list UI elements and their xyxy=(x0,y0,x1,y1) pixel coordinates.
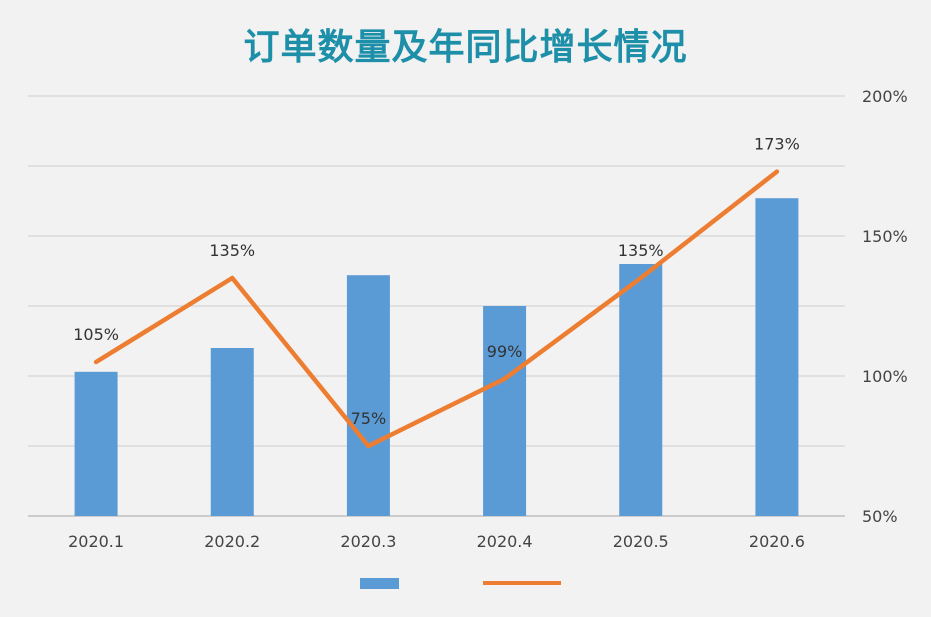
y-tick-label: 150% xyxy=(862,227,908,246)
bar xyxy=(74,371,118,516)
y-tick-label: 50% xyxy=(862,507,898,526)
data-label: 99% xyxy=(487,342,523,361)
data-label: 135% xyxy=(209,241,255,260)
data-label: 105% xyxy=(73,325,119,344)
x-tick-label: 2020.2 xyxy=(204,532,260,551)
x-tick-label: 2020.1 xyxy=(68,532,124,551)
chart-title: 订单数量及年同比增长情况 xyxy=(243,27,688,68)
x-axis-ticks: 2020.1 2020.2 2020.3 2020.4 2020.5 2020.6 xyxy=(68,532,805,551)
data-label: 75% xyxy=(351,409,387,428)
bar xyxy=(619,264,663,516)
y-tick-label: 100% xyxy=(862,367,908,386)
bar xyxy=(210,348,254,516)
x-tick-label: 2020.4 xyxy=(477,532,533,551)
data-label: 135% xyxy=(618,241,664,260)
bar xyxy=(755,198,799,516)
series-line xyxy=(93,169,780,449)
x-tick-label: 2020.3 xyxy=(340,532,396,551)
x-tick-label: 2020.5 xyxy=(613,532,669,551)
line-series xyxy=(93,169,780,449)
bar xyxy=(483,306,527,516)
x-tick-label: 2020.6 xyxy=(749,532,805,551)
bar-series xyxy=(74,198,799,516)
data-label: 173% xyxy=(754,135,800,154)
grid-lines xyxy=(28,95,845,517)
legend-bar-swatch xyxy=(360,578,399,589)
legend xyxy=(360,578,561,589)
data-labels: 105% 135% 75% 99% 135% 173% xyxy=(73,135,800,428)
bar xyxy=(346,275,390,516)
right-axis-ticks: 200% 150% 100% 50% xyxy=(862,87,908,526)
y-tick-label: 200% xyxy=(862,87,908,106)
